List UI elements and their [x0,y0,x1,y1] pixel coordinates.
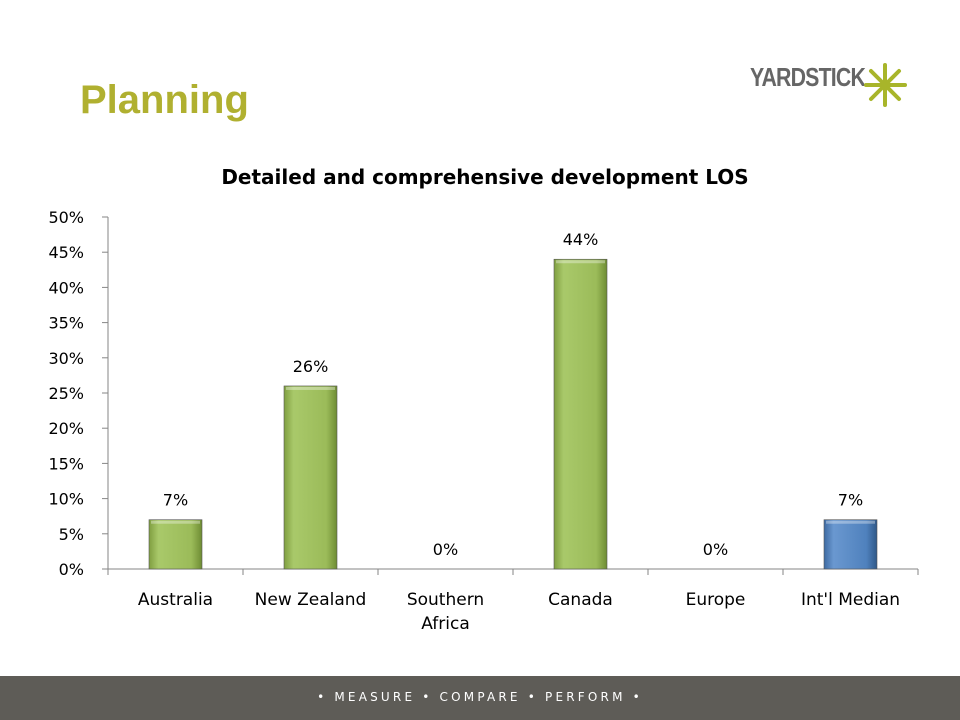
y-tick-label: 35% [48,314,84,333]
slide-title: Planning [80,78,249,122]
y-tick-label: 5% [59,525,84,544]
bar-highlight [826,520,875,524]
data-label: 44% [563,230,599,249]
bar-australia [148,519,203,570]
y-tick-label: 25% [48,384,84,403]
data-label: 0% [433,540,458,559]
bar-chart: Detailed and comprehensive development L… [48,165,919,634]
x-tick-label: Europe [686,590,746,610]
data-label: 7% [163,491,188,510]
y-tick-label: 0% [59,560,84,579]
footer-bar: • MEASURE • COMPARE • PERFORM • [0,676,960,720]
x-tick-label: Africa [421,614,470,634]
y-tick-label: 30% [48,349,84,368]
x-tick-label: Southern [407,590,484,610]
footer-tagline: • MEASURE • COMPARE • PERFORM • [317,690,643,704]
data-label: 7% [838,491,863,510]
bar-int-l-median [823,519,878,570]
bar-canada [553,258,608,570]
y-tick-label: 15% [48,454,84,473]
y-tick-label: 50% [48,208,84,227]
bar-new-zealand [283,385,338,570]
star-burst-icon [864,63,907,107]
logo-wordmark: YARDSTICK [750,62,866,92]
data-label: 26% [293,357,329,376]
y-tick-label: 40% [48,278,84,297]
bar-highlight [286,386,335,390]
bar-highlight [556,260,605,264]
chart-axes: 0% 5% 10% 15% 20% 25% 30% 35% 40% 45% 50% Australia… [48,208,919,634]
chart-title: Detailed and comprehensive development L… [221,165,748,189]
y-tick-label: 45% [48,243,84,262]
x-tick-label: Int'l Median [801,590,900,610]
y-tick-label: 10% [48,490,84,509]
chart-data-labels: 7% 26% 0% 44% 0% 7% [163,230,863,559]
chart-bars [148,258,878,570]
data-label: 0% [703,540,728,559]
x-tick-label: New Zealand [255,590,367,610]
x-tick-label: Australia [138,590,213,610]
x-tick-label: Canada [548,590,613,610]
y-tick-label: 20% [48,419,84,438]
bar-highlight [151,520,200,524]
yardstick-logo: YARDSTICK [750,60,910,110]
